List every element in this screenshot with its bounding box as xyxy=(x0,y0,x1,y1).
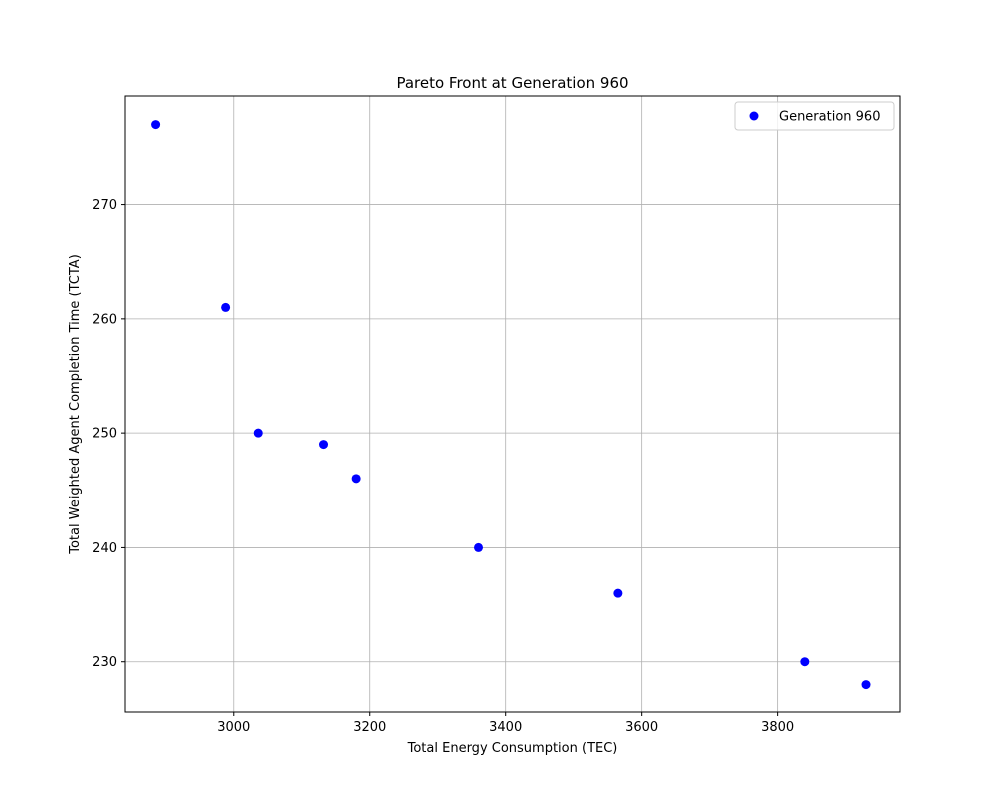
scatter-point xyxy=(861,680,871,690)
scatter-point xyxy=(474,542,484,552)
scatter-point xyxy=(319,440,329,450)
plot-frame xyxy=(124,95,901,713)
x-axis-label: Total Energy Consumption (TEC) xyxy=(407,741,618,756)
scatter-point xyxy=(221,302,231,312)
chart-title: Pareto Front at Generation 960 xyxy=(396,74,628,92)
x-tick-label: 3200 xyxy=(353,720,386,735)
x-tick-label: 3800 xyxy=(761,720,794,735)
scatter-point xyxy=(151,120,161,130)
data-points xyxy=(151,120,871,690)
scatter-point xyxy=(613,588,623,598)
x-tick-label: 3400 xyxy=(489,720,522,735)
x-tick-label: 3000 xyxy=(217,720,250,735)
axis-ticks: 3000 3200 3400 3600 3800 230 240 250 260 270 xyxy=(92,198,794,735)
x-tick-label: 3600 xyxy=(625,720,658,735)
legend-marker xyxy=(749,111,759,121)
legend: Generation 960 xyxy=(734,101,895,131)
y-tick-label: 250 xyxy=(92,427,117,442)
y-tick-label: 260 xyxy=(92,312,117,327)
scatter-point xyxy=(800,657,810,667)
y-tick-label: 240 xyxy=(92,541,117,556)
y-tick-label: 270 xyxy=(92,198,117,213)
scatter-point xyxy=(253,428,263,438)
y-tick-label: 230 xyxy=(92,655,117,670)
y-axis-label: Total Weighted Agent Completion Time (TC… xyxy=(68,254,83,555)
scatter-point xyxy=(351,474,361,484)
legend-box xyxy=(734,101,895,131)
legend-label: Generation 960 xyxy=(779,110,880,125)
